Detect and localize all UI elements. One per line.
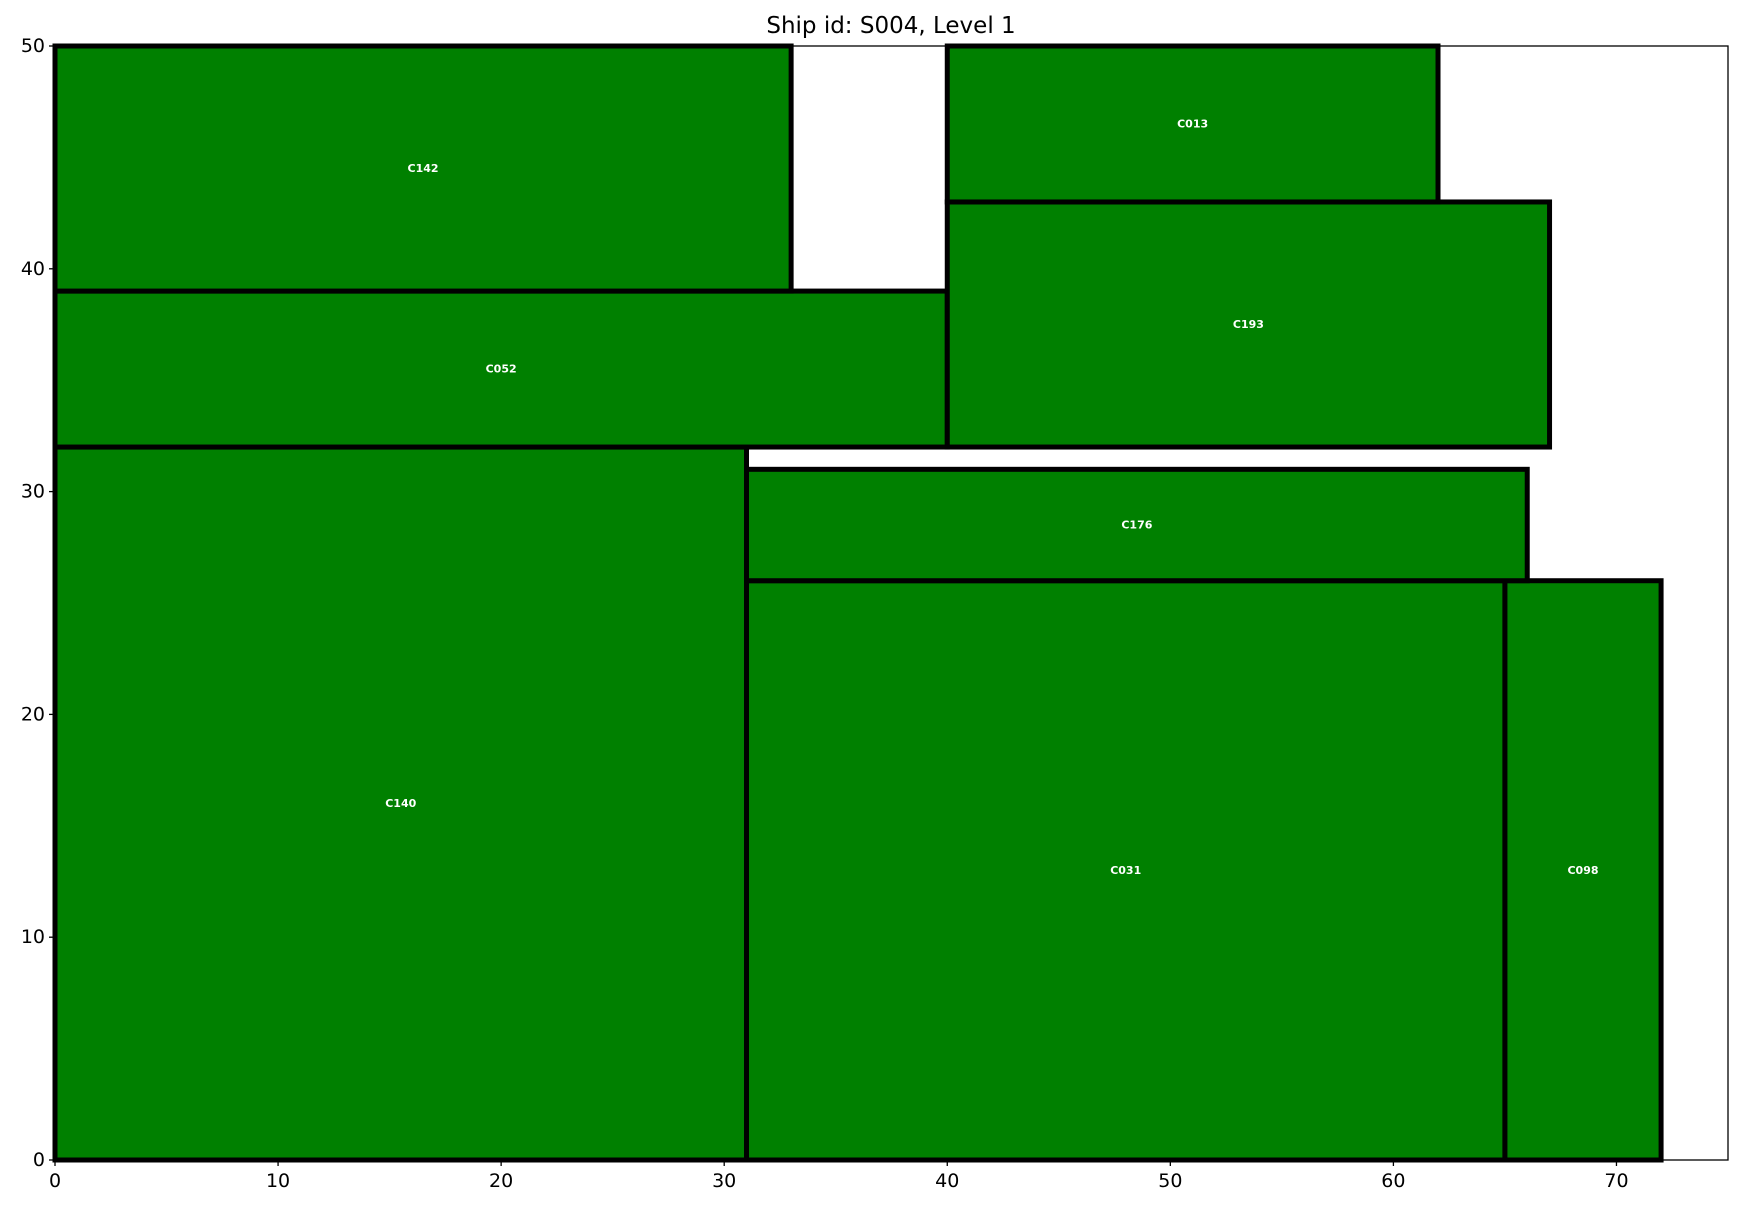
container-label-c142: C142 <box>408 162 439 175</box>
container-label-c140: C140 <box>385 797 416 810</box>
x-tick-label: 40 <box>935 1170 959 1192</box>
y-tick-label: 40 <box>21 258 45 280</box>
container-rect-c098 <box>1502 578 1664 1163</box>
container-rect-c013 <box>944 43 1441 205</box>
x-tick-label: 50 <box>1158 1170 1182 1192</box>
chart-title: Ship id: S004, Level 1 <box>766 13 1015 39</box>
container-rect-c031 <box>744 578 1508 1163</box>
container-rect-c193 <box>944 199 1553 450</box>
container-rect-c052 <box>52 288 950 450</box>
container-label-c013: C013 <box>1177 117 1208 130</box>
y-tick-label: 10 <box>21 926 45 948</box>
container-label-c176: C176 <box>1121 519 1152 532</box>
container-label-c193: C193 <box>1233 318 1264 331</box>
container-rect-c142 <box>52 43 794 294</box>
container-label-c052: C052 <box>486 363 517 376</box>
x-tick-label: 0 <box>49 1170 61 1192</box>
container-label-c098: C098 <box>1567 864 1598 877</box>
ticks-layer: 0 10 20 30 40 50 60 70 0 10 20 30 40 50 <box>21 35 1629 1192</box>
container-rect-c140 <box>52 444 750 1163</box>
y-tick-label: 50 <box>21 35 45 57</box>
y-tick-label: 0 <box>33 1149 45 1171</box>
rects-layer: C140 C031 C098 C176 C052 C142 C193 C013 <box>52 43 1664 1163</box>
container-rect-c176 <box>744 466 1530 584</box>
x-tick-label: 10 <box>266 1170 290 1192</box>
x-tick-label: 70 <box>1604 1170 1628 1192</box>
x-tick-label: 60 <box>1381 1170 1405 1192</box>
x-tick-label: 30 <box>712 1170 736 1192</box>
x-tick-label: 20 <box>489 1170 513 1192</box>
y-tick-label: 30 <box>21 481 45 503</box>
container-label-c031: C031 <box>1110 864 1141 877</box>
y-tick-label: 20 <box>21 703 45 725</box>
plot-frame <box>54 45 1729 1161</box>
